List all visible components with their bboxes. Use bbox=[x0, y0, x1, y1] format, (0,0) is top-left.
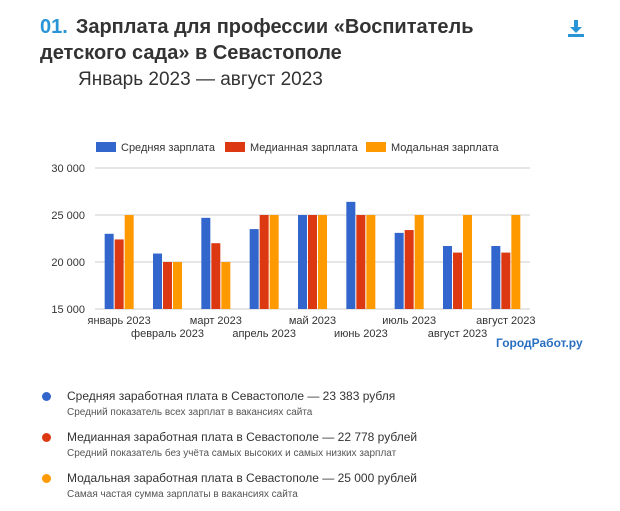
stat-description: Средний показатель без учёта самых высок… bbox=[67, 448, 397, 459]
stat-item: Модальная заработная плата в Севастополе… bbox=[40, 470, 600, 502]
x-tick-4: май 2023 bbox=[289, 315, 336, 327]
chart-header: 01. Зарплата для профессии «Воспитатель д… bbox=[40, 14, 570, 92]
chart-svg: Средняя зарплата Медианная зарплата Модаль… bbox=[51, 142, 536, 340]
x-tick-8: август 2023 bbox=[476, 315, 535, 327]
bar-0-2 bbox=[124, 215, 134, 309]
section-number: 01. bbox=[40, 16, 68, 38]
bar-4-2 bbox=[318, 215, 327, 309]
site-watermark: ГородРабот.ру bbox=[496, 336, 583, 350]
x-tick-6: июль 2023 bbox=[382, 315, 436, 327]
period-subtitle: Январь 2023 — август 2023 bbox=[78, 69, 323, 90]
x-tick-2: март 2023 bbox=[190, 315, 242, 327]
download-icon bbox=[568, 20, 584, 37]
stats-list: Средняя заработная плата в Севастополе —… bbox=[40, 388, 600, 511]
stat-main-text: Модальная заработная плата в Севастополе… bbox=[67, 471, 417, 485]
download-button[interactable] bbox=[566, 18, 586, 38]
page-title: 01. Зарплата для профессии «Воспитатель bbox=[40, 14, 570, 40]
legend-swatch-0 bbox=[96, 142, 116, 152]
x-tick-7: август 2023 bbox=[428, 328, 487, 340]
bar-6-0 bbox=[394, 232, 404, 309]
legend-label-0: Средняя зарплата bbox=[121, 142, 216, 154]
bar-7-1 bbox=[453, 252, 462, 309]
bar-5-0 bbox=[346, 201, 356, 309]
bar-1-2 bbox=[173, 262, 182, 309]
salary-chart: Средняя зарплата Медианная зарплата Модаль… bbox=[0, 120, 620, 360]
stat-description: Средний показатель всех зарплат в ваканс… bbox=[67, 407, 313, 418]
x-tick-3: апрель 2023 bbox=[232, 328, 296, 340]
legend-swatch-1 bbox=[225, 142, 245, 152]
bar-2-0 bbox=[201, 217, 211, 309]
x-tick-1: февраль 2023 bbox=[131, 328, 204, 340]
bar-7-0 bbox=[443, 246, 452, 309]
bar-3-2 bbox=[269, 215, 279, 309]
stat-description: Самая частая сумма зарплаты в вакансиях … bbox=[67, 489, 298, 500]
bar-3-1 bbox=[259, 215, 269, 309]
bar-7-2 bbox=[463, 215, 472, 309]
bar-0-1 bbox=[114, 239, 124, 309]
stat-main-text: Медианная заработная плата в Севастополе… bbox=[67, 430, 418, 444]
y-tick-1: 20 000 bbox=[51, 257, 85, 269]
legend-label-2: Модальная зарплата bbox=[391, 142, 499, 154]
bar-4-1 bbox=[308, 215, 317, 309]
bullet-dot-icon bbox=[42, 433, 51, 442]
bar-6-2 bbox=[414, 215, 424, 309]
stat-item: Медианная заработная плата в Севастополе… bbox=[40, 429, 600, 461]
bullet-dot-icon bbox=[42, 392, 51, 401]
bar-8-0 bbox=[491, 246, 501, 309]
bar-2-2 bbox=[221, 262, 231, 309]
title-line-1: Зарплата для профессии «Воспитатель bbox=[75, 16, 474, 38]
x-tick-5: июнь 2023 bbox=[334, 328, 388, 340]
bar-0-0 bbox=[104, 233, 114, 309]
y-tick-3: 30 000 bbox=[51, 163, 85, 175]
stat-item: Средняя заработная плата в Севастополе —… bbox=[40, 388, 600, 420]
y-tick-2: 25 000 bbox=[51, 210, 85, 222]
legend-label-1: Медианная зарплата bbox=[250, 142, 359, 154]
bullet-dot-icon bbox=[42, 474, 51, 483]
stat-main-text: Средняя заработная плата в Севастополе —… bbox=[67, 389, 396, 403]
bar-1-0 bbox=[153, 253, 162, 309]
legend-swatch-2 bbox=[366, 142, 386, 152]
bar-8-2 bbox=[511, 215, 521, 309]
bar-8-1 bbox=[501, 252, 511, 309]
bar-6-1 bbox=[404, 230, 414, 309]
bar-1-1 bbox=[163, 262, 172, 309]
bar-3-0 bbox=[249, 229, 259, 309]
bar-5-1 bbox=[356, 215, 366, 309]
bar-4-0 bbox=[298, 215, 307, 309]
bar-2-1 bbox=[211, 243, 221, 309]
title-line-2: детского сада» в Севастополе bbox=[40, 42, 342, 64]
x-tick-0: январь 2023 bbox=[88, 315, 151, 327]
bar-5-2 bbox=[366, 215, 376, 309]
y-tick-0: 15 000 bbox=[51, 304, 85, 316]
